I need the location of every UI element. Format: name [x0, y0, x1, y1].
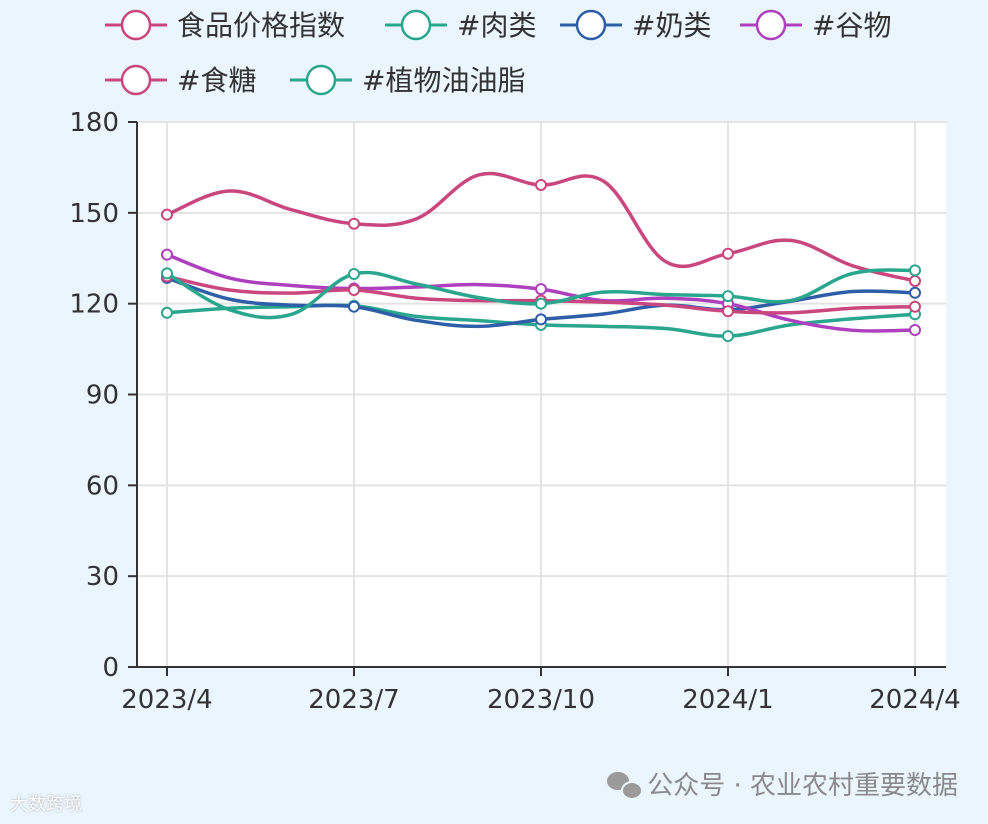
legend-item[interactable]: #食糖	[105, 64, 256, 97]
data-point[interactable]	[722, 290, 734, 303]
y-tick-label: 30	[86, 562, 119, 592]
data-point[interactable]	[722, 247, 734, 260]
legend-item[interactable]: 食品价格指数	[105, 9, 345, 42]
legend-item[interactable]: #肉类	[385, 9, 536, 42]
wechat-icon	[607, 770, 644, 800]
y-tick-label: 150	[69, 199, 119, 229]
data-point[interactable]	[161, 248, 173, 261]
data-point[interactable]	[161, 208, 173, 221]
legend-label: 食品价格指数	[177, 9, 345, 42]
data-point[interactable]	[535, 178, 547, 191]
legend-marker-icon	[120, 64, 152, 96]
y-tick-label: 60	[86, 471, 119, 501]
series-group	[161, 171, 921, 343]
line-chart: 食品价格指数 #肉类 #奶类 #谷物 #食糖 #植物油油脂 0 30 60 90 120 150 18…	[69, 9, 960, 715]
x-tick-label: 2023/7	[308, 685, 399, 715]
data-point[interactable]	[722, 305, 734, 318]
x-tick-label: 2024/1	[682, 685, 773, 715]
data-point[interactable]	[535, 283, 547, 296]
data-point[interactable]	[909, 300, 921, 313]
grid	[137, 121, 946, 667]
source-text: 公众号 · 农业农村重要数据	[647, 771, 958, 801]
data-point[interactable]	[535, 313, 547, 326]
x-tick-label: 2024/4	[869, 685, 960, 715]
y-tick-label: 0	[102, 653, 119, 683]
axes: 0 30 60 90 120 150 180 2023/4 2023/7 2023/10 2024/…	[69, 108, 960, 715]
data-point[interactable]	[161, 267, 173, 280]
legend-marker-icon	[755, 9, 787, 41]
legend-item[interactable]: #谷物	[740, 9, 891, 42]
y-tick-label: 120	[69, 290, 119, 320]
legend-marker-icon	[400, 9, 432, 41]
legend-label: #奶类	[632, 9, 711, 42]
x-tick-label: 2023/4	[121, 685, 212, 715]
legend-marker-icon	[305, 64, 337, 96]
y-tick-label: 180	[69, 108, 119, 138]
data-point[interactable]	[909, 324, 921, 337]
y-tick-label: 90	[86, 381, 119, 411]
source-footer: 公众号 · 农业农村重要数据	[607, 765, 958, 802]
legend: 食品价格指数 #肉类 #奶类 #谷物 #食糖 #植物油油脂	[105, 9, 891, 97]
data-point[interactable]	[161, 306, 173, 319]
legend-label: #谷物	[812, 9, 891, 42]
x-tick-label: 2023/10	[487, 685, 595, 715]
data-point[interactable]	[348, 284, 360, 297]
legend-item[interactable]: #植物油油脂	[290, 64, 525, 97]
data-point[interactable]	[348, 217, 360, 230]
data-point[interactable]	[348, 267, 360, 280]
series-5	[161, 264, 921, 320]
legend-marker-icon	[575, 9, 607, 41]
data-point[interactable]	[909, 274, 921, 287]
watermark: 大数跨境	[10, 790, 82, 816]
watermark-text: 大数跨境	[10, 794, 82, 815]
data-point[interactable]	[535, 297, 547, 310]
legend-marker-icon	[120, 9, 152, 41]
data-point[interactable]	[722, 330, 734, 343]
data-point[interactable]	[348, 300, 360, 313]
data-point[interactable]	[909, 264, 921, 277]
data-point[interactable]	[909, 286, 921, 299]
legend-label: #肉类	[457, 9, 536, 42]
legend-item[interactable]: #奶类	[560, 9, 711, 42]
legend-label: #植物油油脂	[362, 64, 525, 97]
legend-label: #食糖	[177, 64, 256, 97]
